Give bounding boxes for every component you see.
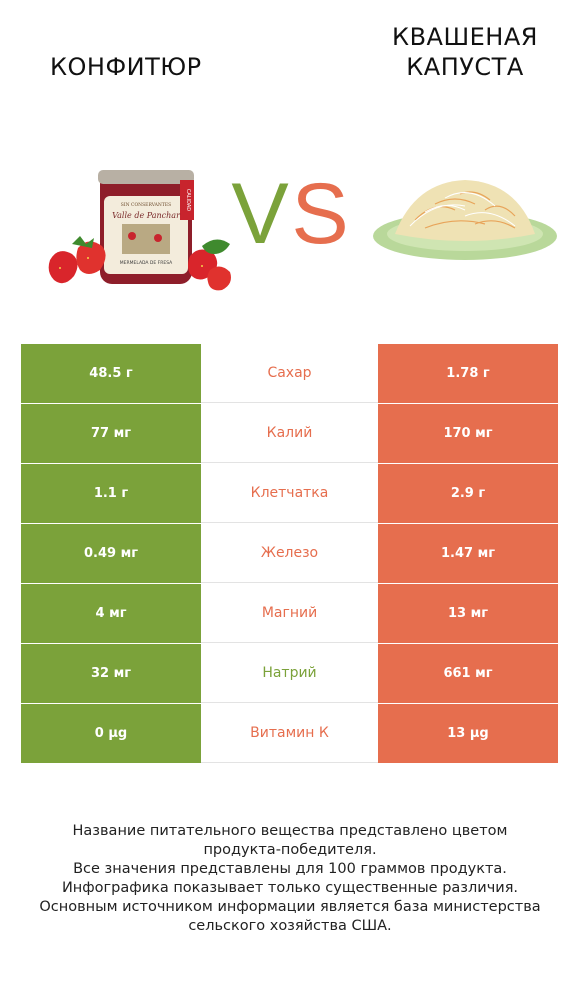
table-row: 4 мг Магний 13 мг [21,584,558,644]
nutrient-name-cell: Железо [201,524,378,583]
sauerkraut-heap [395,180,535,241]
left-value-cell: 1.1 г [21,464,201,523]
label-berry-2 [154,234,162,242]
sauerkraut-plate-image [365,150,565,310]
right-value-cell: 661 мг [378,644,558,703]
seed-3 [201,265,203,267]
left-product-title: КОНФИТЮР [50,53,202,81]
right-value-cell: 2.9 г [378,464,558,523]
vs-logo: V S [231,166,348,262]
jar-label-line-3: MERMELADA DE FRESA [120,260,173,266]
strawberry-leaf-1 [72,236,94,248]
footer-line: Основным источником информации является … [39,899,541,915]
jar-label-line-1: SIN CONSERVANTES [121,202,171,208]
left-value-cell: 77 мг [21,404,201,463]
table-row: 77 мг Калий 170 мг [21,404,558,464]
seed-2 [87,257,89,259]
left-value-cell: 48.5 г [21,344,201,403]
left-value-cell: 4 мг [21,584,201,643]
nutrient-name-cell: Магний [201,584,378,643]
footer-line: продукта-победителя. [203,842,377,858]
table-row: 0 µg Витамин К 13 µg [21,704,558,764]
jar-label-picture [122,224,170,254]
right-value-cell: 13 µg [378,704,558,763]
jar-side-label [180,180,194,220]
table-row: 1.1 г Клетчатка 2.9 г [21,464,558,524]
strawberry-leaf-2 [202,239,230,254]
seed-1 [59,267,61,269]
footer-line: Все значения представлены для 100 граммо… [73,861,507,877]
left-value-cell: 0.49 мг [21,524,201,583]
right-value-cell: 13 мг [378,584,558,643]
jar-label-line-2: Valle de Panchar [112,211,181,220]
nutrient-comparison-table: 48.5 г Сахар 1.78 г 77 мг Калий 170 мг 1.1 г Кл… [21,344,558,764]
footer-line: сельского хозяйства США. [188,918,392,934]
right-value-cell: 170 мг [378,404,558,463]
table-row: 0.49 мг Железо 1.47 мг [21,524,558,584]
table-row: 32 мг Натрий 661 мг [21,644,558,704]
nutrient-name-cell: Натрий [201,644,378,703]
left-value-cell: 32 мг [21,644,201,703]
footer-notes: Название питательного вещества представл… [0,822,580,936]
right-value-cell: 1.78 г [378,344,558,403]
right-product-title: КВАШЕНАЯ КАПУСТА [392,23,538,81]
strawberry-1 [48,251,78,284]
right-value-cell: 1.47 мг [378,524,558,583]
table-row: 48.5 г Сахар 1.78 г [21,344,558,404]
jam-jar-illustration: CALIDAD SIN CONSERVANTES Valle de Pancha… [48,170,231,291]
footer-line: Инфографика показывает только существенн… [61,880,519,896]
nutrient-name-cell: Сахар [201,344,378,403]
nutrient-name-cell: Витамин К [201,704,378,763]
nutrient-name-cell: Клетчатка [201,464,378,523]
left-value-cell: 0 µg [21,704,201,763]
footer-line: Название питательного вещества представл… [72,823,508,839]
strawberry-2 [76,241,106,274]
label-berry-1 [128,232,136,240]
jar-side-label-text: CALIDAD [185,189,191,211]
jam-jar-image: CALIDAD SIN CONSERVANTES Valle de Pancha… [40,150,240,310]
cabbage-strands [409,192,516,227]
sauerkraut-illustration [373,180,557,260]
vs-s-letter: S [291,166,348,262]
jar-lid [98,170,194,184]
strawberry-4 [207,266,231,291]
vs-v-letter: V [231,166,288,262]
nutrient-name-cell: Калий [201,404,378,463]
